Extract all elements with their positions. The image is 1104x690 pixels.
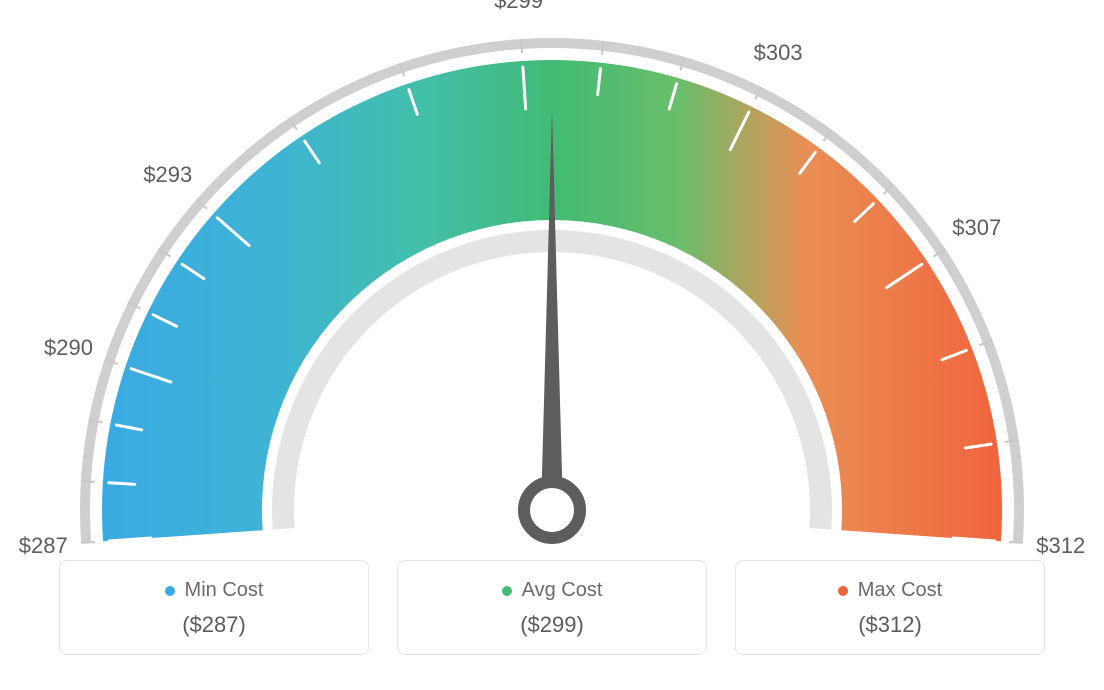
legend-label-max: Max Cost (858, 579, 942, 602)
gauge-tick-label: $290 (44, 335, 93, 361)
gauge-tick-label: $299 (494, 0, 543, 14)
gauge-tick-label: $303 (754, 40, 803, 66)
gauge-tick-label: $293 (143, 162, 192, 188)
legend-card-max: Max Cost ($312) (735, 560, 1045, 655)
legend-value-max: ($312) (736, 612, 1044, 638)
gauge-tick-label: $307 (952, 215, 1001, 241)
gauge-tick-label: $287 (19, 533, 68, 559)
legend-dot-avg (502, 586, 512, 596)
legend-dot-min (165, 586, 175, 596)
legend-label-avg: Avg Cost (522, 579, 603, 602)
gauge-chart: $287 $290 $293 $299 $303 $307 $312 (0, 0, 1104, 560)
legend-card-min: Min Cost ($287) (59, 560, 369, 655)
legend-label-min: Min Cost (185, 579, 264, 602)
legend-value-min: ($287) (60, 612, 368, 638)
legend-row: Min Cost ($287) Avg Cost ($299) Max Cost… (0, 560, 1104, 675)
legend-value-avg: ($299) (398, 612, 706, 638)
gauge-svg (0, 0, 1104, 560)
legend-dot-max (838, 586, 848, 596)
gauge-tick-label: $312 (1036, 533, 1085, 559)
legend-card-avg: Avg Cost ($299) (397, 560, 707, 655)
